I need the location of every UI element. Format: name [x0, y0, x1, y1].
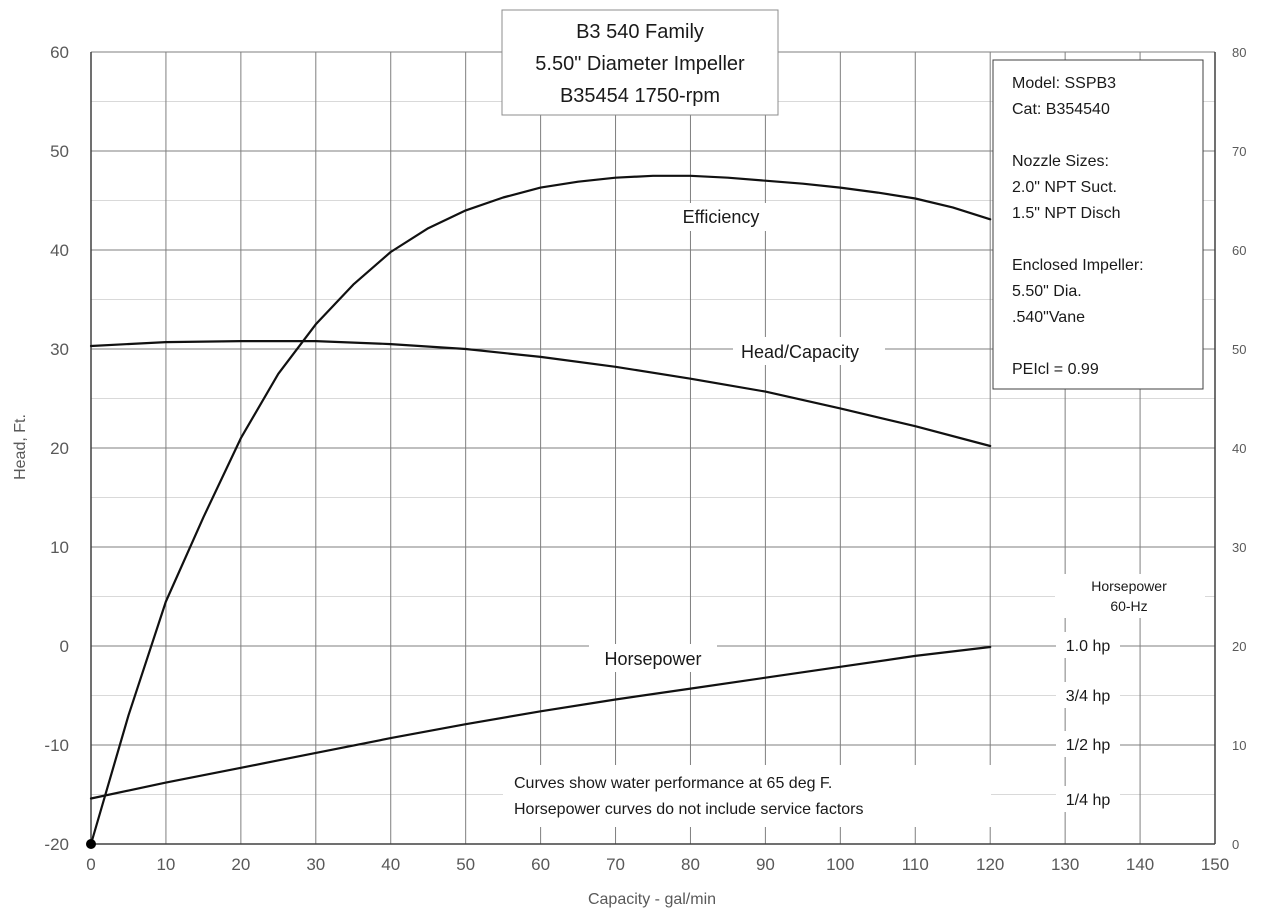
x-tick-label: 20 — [231, 855, 250, 874]
efficiency-curve — [89, 174, 992, 846]
info-line: 1.5" NPT Disch — [1012, 205, 1121, 222]
label-background — [667, 203, 775, 231]
x-tick-label: 0 — [86, 855, 95, 874]
x-tick-label: 100 — [826, 855, 854, 874]
x-tick-label: 40 — [381, 855, 400, 874]
chart-title-line: B3 540 Family — [576, 21, 704, 43]
x-axis-title: Capacity - gal/min — [588, 891, 716, 908]
chart-title-line: B35454 1750-rpm — [560, 85, 720, 107]
y2-tick-label: 60 — [1232, 243, 1246, 258]
x-tick-label: 10 — [156, 855, 175, 874]
y-tick-label: 60 — [50, 43, 69, 62]
x-tick-label: 80 — [681, 855, 700, 874]
label-background — [733, 337, 885, 365]
y-tick-label: -10 — [44, 736, 69, 755]
curve-label-backgrounds — [589, 203, 1205, 812]
x-tick-label: 130 — [1051, 855, 1079, 874]
origin-point — [86, 839, 96, 849]
note-line: Curves show water performance at 65 deg … — [514, 775, 832, 792]
label-background — [1056, 786, 1120, 812]
y-tick-label: -20 — [44, 835, 69, 854]
x-tick-label: 150 — [1201, 855, 1229, 874]
x-tick-label: 30 — [306, 855, 325, 874]
y2-tick-label: 80 — [1232, 45, 1246, 60]
y-axis-title: Head, Ft. — [12, 414, 29, 480]
x-tick-label: 90 — [756, 855, 775, 874]
hp-level-label: 1.0 hp — [1066, 638, 1111, 655]
head-capacity-curve-label: Head/Capacity — [741, 342, 859, 362]
curves — [89, 174, 992, 846]
y2-tick-label: 20 — [1232, 639, 1246, 654]
y2-tick-label: 70 — [1232, 144, 1246, 159]
title-box — [501, 9, 779, 116]
label-background — [1055, 574, 1205, 618]
hp-level-label: 3/4 hp — [1066, 688, 1111, 705]
y-tick-label: 20 — [50, 439, 69, 458]
y-tick-label: 30 — [50, 340, 69, 359]
y2-tick-label: 50 — [1232, 342, 1246, 357]
x-tick-label: 110 — [902, 855, 929, 874]
hp-scale-title: Horsepower — [1091, 578, 1167, 594]
y-tick-label: 50 — [50, 142, 69, 161]
info-line: Nozzle Sizes: — [1012, 153, 1109, 170]
info-line: PEIcl = 0.99 — [1012, 361, 1099, 378]
chart-title-line: 5.50" Diameter Impeller — [535, 53, 745, 75]
y-tick-label: 40 — [50, 241, 69, 260]
y2-tick-label: 10 — [1232, 738, 1246, 753]
head-capacity-curve — [89, 340, 992, 448]
hp-scale-subtitle: 60-Hz — [1110, 598, 1147, 614]
y2-tick-label: 30 — [1232, 540, 1246, 555]
plot-frame — [90, 52, 1216, 845]
info-line: Cat: B354540 — [1012, 101, 1110, 118]
x-tick-label: 70 — [606, 855, 625, 874]
notes-background — [503, 765, 991, 827]
info-line: 5.50" Dia. — [1012, 283, 1082, 300]
hp-level-label: 1/4 hp — [1066, 792, 1111, 809]
tick-labels: -20 -10 0 10 20 30 40 50 60 0 10 20 30 40 50 60 70 80 0 10 2… — [44, 43, 1246, 874]
label-background — [1056, 682, 1120, 708]
y2-tick-label: 0 — [1232, 837, 1239, 852]
x-tick-label: 60 — [531, 855, 550, 874]
info-line: 2.0" NPT Suct. — [1012, 179, 1117, 196]
label-background — [1056, 731, 1120, 757]
x-tick-label: 120 — [976, 855, 1004, 874]
hp-level-label: 1/2 hp — [1066, 737, 1111, 754]
y-tick-label: 0 — [60, 637, 69, 656]
y2-tick-label: 40 — [1232, 441, 1246, 456]
label-background — [589, 644, 717, 672]
x-tick-label: 140 — [1126, 855, 1154, 874]
info-line: .540"Vane — [1012, 309, 1085, 326]
y-tick-label: 10 — [50, 538, 69, 557]
info-line: Model: SSPB3 — [1012, 75, 1116, 92]
horsepower-curve — [89, 645, 992, 800]
horsepower-curve-label: Horsepower — [604, 649, 701, 669]
x-tick-label: 50 — [456, 855, 475, 874]
efficiency-curve-label: Efficiency — [683, 207, 760, 227]
pump-info-box — [992, 59, 1204, 390]
label-background — [1056, 632, 1120, 658]
note-line: Horsepower curves do not include service… — [514, 801, 864, 818]
info-line: Enclosed Impeller: — [1012, 257, 1144, 274]
